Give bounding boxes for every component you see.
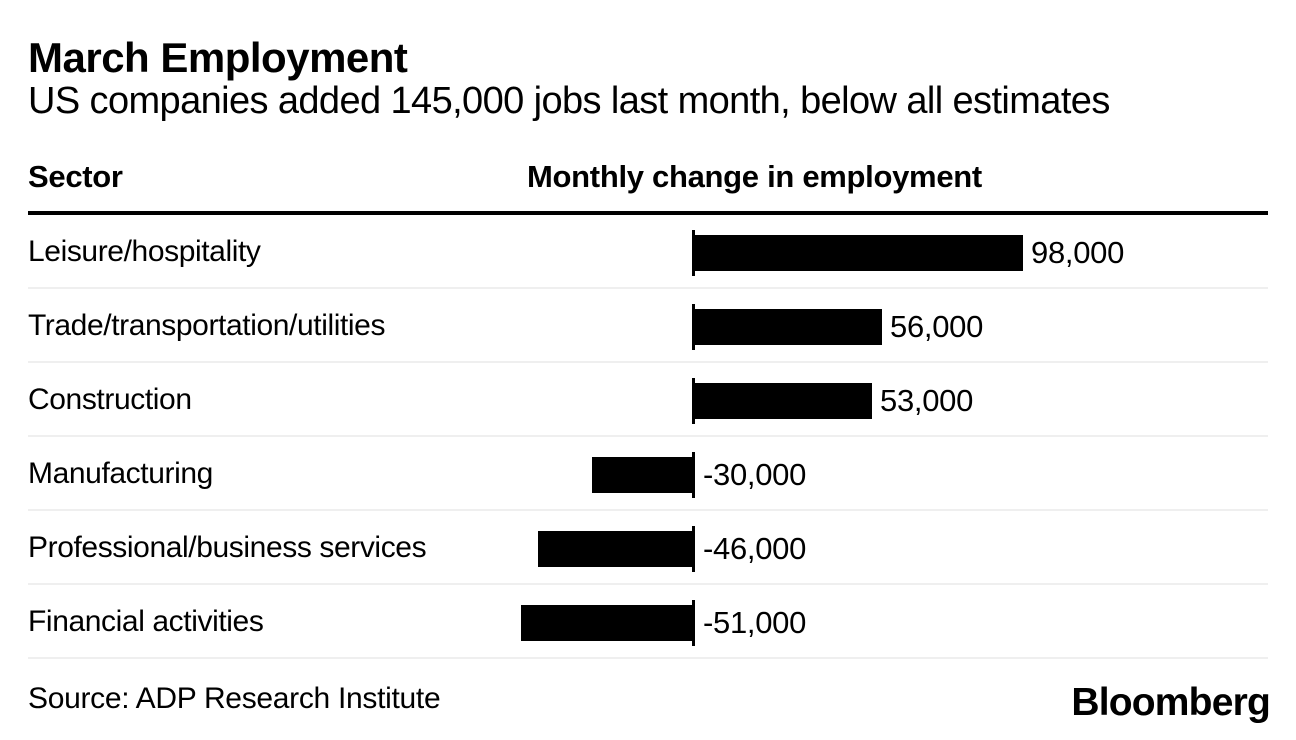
- chart-title: March Employment: [28, 34, 408, 81]
- sector-label: Trade/transportation/utilities: [28, 309, 386, 342]
- value-label: -51,000: [703, 605, 807, 640]
- baseline-tick: [692, 304, 695, 350]
- source-note: Source: ADP Research Institute: [28, 682, 441, 715]
- bloomberg-logo: Bloomberg: [1071, 681, 1270, 724]
- chart-row: Financial activities -51,000: [28, 585, 1268, 659]
- value-label: 56,000: [890, 309, 984, 344]
- chart-row: Leisure/hospitality 98,000: [28, 215, 1268, 289]
- chart-row: Construction 53,000: [28, 363, 1268, 437]
- chart-row: Manufacturing -30,000: [28, 437, 1268, 511]
- baseline-tick: [692, 230, 695, 276]
- sector-label: Leisure/hospitality: [28, 235, 261, 268]
- bar: [592, 457, 692, 493]
- sector-label: Professional/business services: [28, 531, 427, 564]
- bar: [538, 531, 692, 567]
- value-label: -30,000: [703, 457, 807, 492]
- bar: [695, 309, 882, 345]
- chart-row: Professional/business services -46,000: [28, 511, 1268, 585]
- header-rule: [28, 211, 1268, 215]
- baseline-tick: [692, 452, 695, 498]
- baseline-tick: [692, 600, 695, 646]
- chart-rows: Leisure/hospitality 98,000 Trade/transport…: [28, 215, 1268, 659]
- baseline-tick: [692, 526, 695, 572]
- chart-row: Trade/transportation/utilities 56,000: [28, 289, 1268, 363]
- bar: [521, 605, 692, 641]
- sector-label: Financial activities: [28, 605, 264, 638]
- bar: [695, 235, 1023, 271]
- column-header-sector: Sector: [28, 159, 123, 194]
- sector-label: Manufacturing: [28, 457, 213, 490]
- baseline-tick: [692, 378, 695, 424]
- value-label: 98,000: [1031, 235, 1125, 270]
- value-label: -46,000: [703, 531, 807, 566]
- chart-subtitle: US companies added 145,000 jobs last mon…: [28, 80, 1110, 122]
- bar: [695, 383, 872, 419]
- column-header-change: Monthly change in employment: [527, 159, 982, 194]
- value-label: 53,000: [880, 383, 974, 418]
- sector-label: Construction: [28, 383, 192, 416]
